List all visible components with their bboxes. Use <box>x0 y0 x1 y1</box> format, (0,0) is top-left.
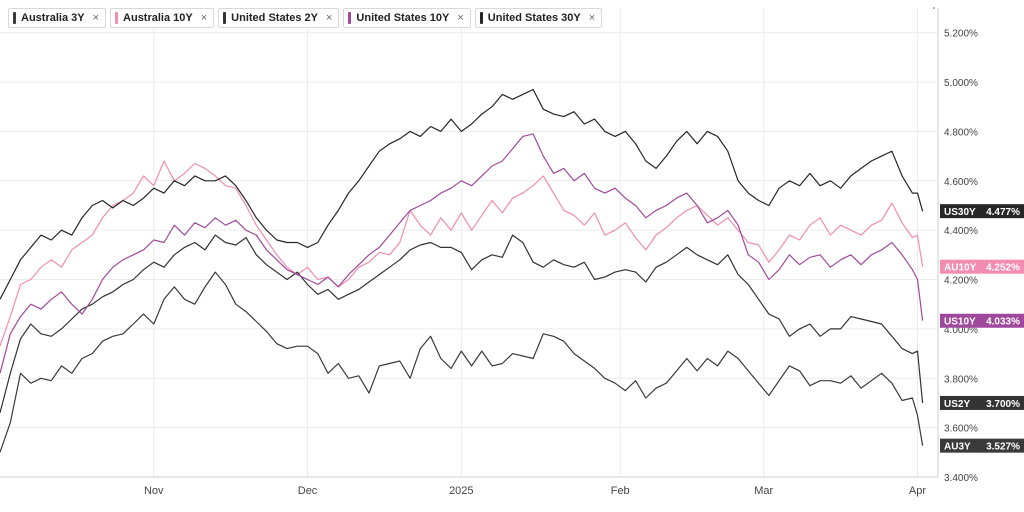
end-badge-label: US2Y <box>944 399 970 410</box>
end-badge-bg <box>940 438 1024 453</box>
end-badge-label: AU3Y <box>944 442 971 453</box>
series-line-us2y <box>0 234 924 413</box>
x-tick-label: Feb <box>611 485 630 497</box>
end-badge-au10y: AU10Y 4.252% <box>940 259 1024 274</box>
legend-label: Australia 10Y <box>123 12 193 24</box>
end-badge-us10y: US10Y 4.033% <box>940 313 1024 328</box>
corner-dot <box>933 7 935 9</box>
y-tick-label: 4.400% <box>944 226 978 237</box>
y-tick-label: 4.200% <box>944 276 978 287</box>
y-tick-label: 3.800% <box>944 374 978 385</box>
legend-swatch <box>13 12 16 24</box>
legend-swatch <box>115 12 119 24</box>
x-tick-label: 2025 <box>449 485 473 497</box>
legend: Australia 3Y × Australia 10Y × United States… <box>8 8 603 28</box>
legend-label: United States 30Y <box>487 12 581 24</box>
legend-swatch <box>223 12 227 24</box>
y-tick-label: 4.600% <box>944 177 978 188</box>
end-badge-au3y: AU3Y 3.527% <box>940 438 1024 453</box>
end-badge-bg <box>940 204 1024 219</box>
close-icon[interactable]: × <box>92 12 100 24</box>
series-line-us30y <box>0 88 924 300</box>
end-badge-label: AU10Y <box>944 263 977 274</box>
end-badge-value: 4.477% <box>986 207 1020 218</box>
end-badge-value: 3.527% <box>986 442 1020 453</box>
y-tick-label: 4.000% <box>944 325 978 336</box>
close-icon[interactable]: × <box>588 12 596 24</box>
close-icon[interactable]: × <box>200 12 208 24</box>
end-badge-us30y: US30Y 4.477% <box>940 204 1024 219</box>
series-line-au3y <box>0 271 924 453</box>
y-tick-label: 5.000% <box>944 78 978 89</box>
legend-swatch <box>348 12 352 24</box>
series-line-us10y <box>0 133 924 374</box>
end-badge-value: 4.033% <box>986 317 1020 328</box>
x-tick-label: Apr <box>909 485 926 497</box>
x-tick-label: Nov <box>144 485 164 497</box>
legend-label: United States 10Y <box>356 12 450 24</box>
legend-chip-au10y[interactable]: Australia 10Y × <box>110 8 215 28</box>
end-badge-value: 4.252% <box>986 263 1020 274</box>
end-badge-bg <box>940 395 1024 410</box>
legend-label: United States 2Y <box>231 12 318 24</box>
end-badge-label: US10Y <box>944 317 976 328</box>
legend-chip-us2y[interactable]: United States 2Y × <box>218 8 340 28</box>
legend-swatch <box>479 12 483 24</box>
x-tick-label: Mar <box>754 485 773 497</box>
end-badge-label: US30Y <box>944 207 976 218</box>
y-tick-label: 5.200% <box>944 29 978 40</box>
x-tick-label: Dec <box>298 485 318 497</box>
legend-chip-us30y[interactable]: United States 30Y × <box>474 8 603 28</box>
legend-label: Australia 3Y <box>21 12 85 24</box>
y-tick-label: 4.800% <box>944 127 978 138</box>
y-tick-label: 3.600% <box>944 424 978 435</box>
end-badge-bg <box>940 313 1024 328</box>
close-icon[interactable]: × <box>457 12 464 24</box>
close-icon[interactable]: × <box>325 12 333 24</box>
series-line-au10y <box>0 160 924 347</box>
legend-chip-au3y[interactable]: Australia 3Y × <box>8 8 107 28</box>
y-tick-label: 3.400% <box>944 473 978 484</box>
legend-chip-us10y[interactable]: United States 10Y × <box>343 8 471 28</box>
end-badge-bg <box>940 259 1024 274</box>
end-badge-value: 3.700% <box>986 399 1020 410</box>
end-badge-us2y: US2Y 3.700% <box>940 395 1024 410</box>
